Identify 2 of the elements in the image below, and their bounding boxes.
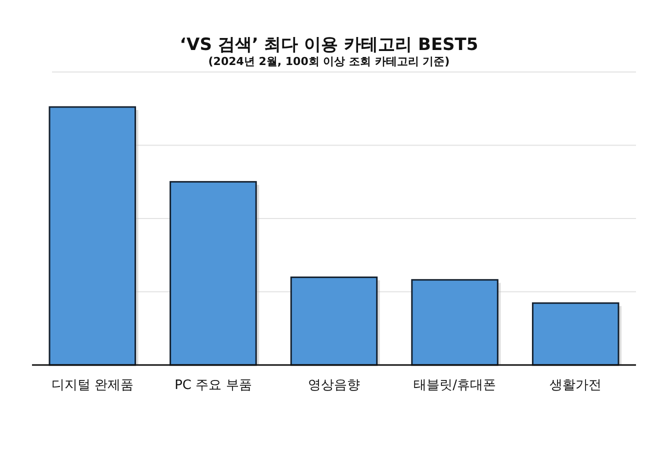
subtitle: (2024년 2월, 100회 이상 조회 카테고리 기준) [208, 55, 450, 68]
title: ‘VS 검색’ 최다 이용 카테고리 BEST5 [180, 35, 478, 55]
